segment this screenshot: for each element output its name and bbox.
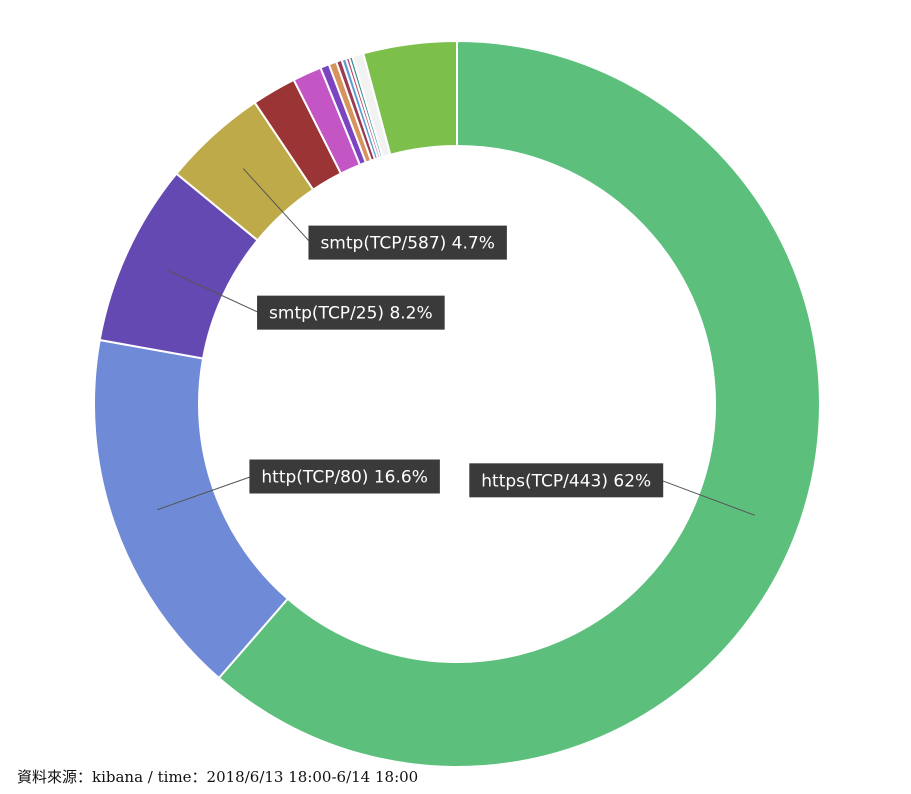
slice-label-box (249, 459, 440, 494)
slice-label-box (257, 295, 445, 330)
donut-slices (93, 39, 821, 768)
slice-label-box (469, 463, 664, 498)
slice-label: https(TCP/443) 62% (481, 471, 651, 491)
pie-slice (217, 39, 821, 768)
slice-label: smtp(TCP/587) 4.7% (320, 234, 494, 254)
pie-slice (362, 39, 458, 156)
label-leader-line (242, 168, 311, 243)
slice-label-box (308, 225, 507, 260)
slice-label: smtp(TCP/25) 8.2% (269, 304, 433, 324)
label-leader-line (168, 270, 260, 314)
source-footnote: 資料來源：kibana / time：2018/6/13 18:00-6/14 … (17, 768, 419, 786)
label-leader-line (156, 476, 252, 511)
slice-label: http(TCP/80) 16.6% (261, 468, 427, 488)
slice-labels: https(TCP/443) 62% http(TCP/80) 16.6% smtp… (156, 168, 756, 516)
pie-slice (93, 338, 290, 680)
label-leader-line (661, 479, 756, 516)
